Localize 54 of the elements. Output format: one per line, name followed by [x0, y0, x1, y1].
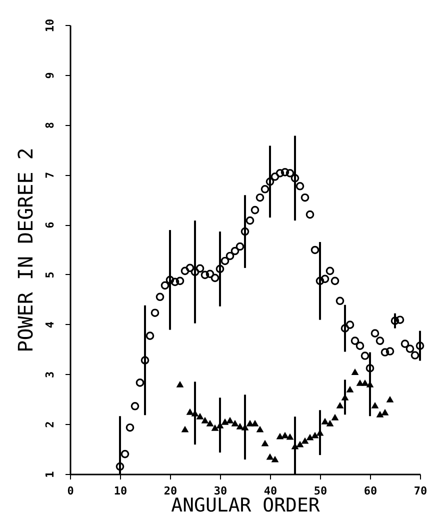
y-tick-label: 5 — [44, 272, 56, 278]
y-tick-label: 7 — [44, 172, 56, 178]
point — [336, 402, 344, 408]
y-tick-label: 2 — [44, 421, 56, 428]
point — [236, 422, 244, 430]
point — [186, 408, 194, 415]
x-tick-label: 30 — [214, 484, 228, 498]
point — [326, 420, 334, 426]
point — [281, 432, 289, 438]
point — [251, 420, 259, 426]
point — [376, 410, 384, 418]
x-tick-label: 40 — [264, 484, 278, 498]
x-axis-title: ANGULAR ORDER — [171, 494, 320, 516]
point — [276, 432, 284, 440]
point — [226, 416, 234, 424]
point — [201, 416, 209, 424]
point — [231, 420, 239, 426]
x-tick-label: 0 — [67, 484, 74, 498]
x-tick-label: 10 — [114, 484, 128, 498]
point — [176, 380, 184, 388]
point — [181, 426, 189, 432]
y-tick-label: 10 — [44, 18, 56, 32]
point — [286, 433, 294, 440]
x-tick-label: 70 — [414, 484, 428, 498]
point — [256, 426, 264, 432]
point — [311, 432, 319, 438]
x-tick-label: 20 — [164, 484, 178, 498]
point — [301, 437, 309, 444]
y-axis-title: POWER IN DEGREE 2 — [14, 148, 38, 352]
point — [211, 424, 219, 431]
point — [266, 453, 274, 460]
x-tick-label: 50 — [314, 484, 328, 498]
point — [331, 414, 339, 420]
y-tick-label: 4 — [44, 321, 56, 328]
y-tick-label: 9 — [44, 72, 56, 79]
point — [371, 402, 379, 408]
point — [261, 440, 269, 446]
point — [296, 440, 304, 448]
point — [221, 418, 229, 425]
y-tick-label: 3 — [44, 371, 56, 378]
x-tick-label: 60 — [364, 484, 378, 498]
y-tick-label: 1 — [44, 470, 56, 478]
y-tick-label: 8 — [44, 122, 56, 129]
point — [351, 368, 359, 375]
point — [206, 420, 214, 426]
point — [346, 386, 354, 392]
point — [361, 379, 369, 386]
point — [381, 408, 389, 416]
y-tick-label: 6 — [44, 221, 56, 228]
point — [196, 412, 204, 420]
point — [271, 456, 279, 462]
point — [386, 396, 394, 402]
point — [321, 418, 329, 424]
point — [306, 434, 314, 440]
